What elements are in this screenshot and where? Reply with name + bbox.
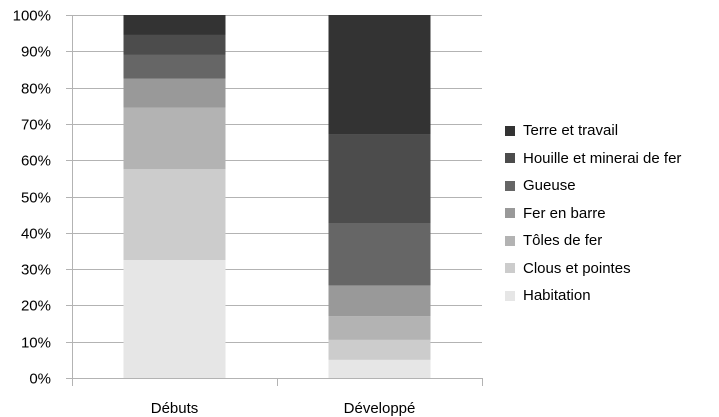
y-tick-label: 100% bbox=[13, 8, 51, 25]
x-category-label: Débuts bbox=[151, 400, 199, 417]
legend-item: Tôles de fer bbox=[505, 227, 681, 255]
legend-swatch bbox=[505, 180, 515, 191]
legend-item: Clous et pointes bbox=[505, 255, 681, 283]
y-tick-label: 70% bbox=[21, 117, 51, 134]
legend-label: Clous et pointes bbox=[523, 259, 631, 277]
y-tick-label: 30% bbox=[21, 262, 51, 279]
legend-label: Gueuse bbox=[523, 177, 576, 195]
legend-swatch bbox=[505, 208, 515, 219]
bar-segment bbox=[328, 15, 431, 135]
y-tick-label: 90% bbox=[21, 44, 51, 61]
legend-label: Terre et travail bbox=[523, 122, 619, 140]
y-tick-label: 40% bbox=[21, 226, 51, 243]
legend-label: Fer en barre bbox=[523, 204, 606, 222]
y-tick-label: 20% bbox=[21, 298, 51, 315]
bar-segment bbox=[123, 15, 226, 35]
legend-label: Tôles de fer bbox=[523, 232, 603, 250]
bar-segment bbox=[328, 316, 431, 340]
bar-segment bbox=[328, 285, 431, 317]
legend-swatch bbox=[505, 290, 515, 301]
bar-segment bbox=[123, 169, 226, 261]
legend-item: Terre et travail bbox=[505, 117, 681, 145]
legend: Terre et travail Houille et minerai de fe… bbox=[505, 117, 681, 310]
legend-swatch bbox=[505, 125, 515, 136]
y-tick-label: 10% bbox=[21, 335, 51, 352]
legend-item: Gueuse bbox=[505, 172, 681, 200]
bar-segment bbox=[123, 107, 226, 170]
legend-item: Fer en barre bbox=[505, 200, 681, 228]
bar-segment bbox=[123, 34, 226, 55]
x-category-label: Développé bbox=[344, 400, 416, 417]
legend-item: Houille et minerai de fer bbox=[505, 145, 681, 173]
y-tick-label: 0% bbox=[29, 371, 51, 388]
bar-segment bbox=[328, 134, 431, 224]
axis-labels: 0% 10% 20% 30% 40% 50% 60% 70% 80% 90% 100% Débuts D… bbox=[13, 8, 416, 417]
legend-swatch bbox=[505, 263, 515, 274]
bar-segment bbox=[123, 260, 226, 378]
legend-swatch bbox=[505, 235, 515, 246]
axes bbox=[72, 15, 483, 386]
bar-segment bbox=[328, 223, 431, 286]
bar-segment bbox=[328, 339, 431, 360]
legend-item: Habitation bbox=[505, 282, 681, 310]
y-tick-label: 50% bbox=[21, 190, 51, 207]
bar-segment bbox=[123, 54, 226, 79]
bars bbox=[123, 15, 431, 378]
y-tick-label: 60% bbox=[21, 153, 51, 170]
bar-segment bbox=[123, 78, 226, 108]
y-tick-label: 80% bbox=[21, 81, 51, 98]
legend-label: Habitation bbox=[523, 287, 591, 305]
legend-label: Houille et minerai de fer bbox=[523, 149, 682, 167]
bar-segment bbox=[328, 359, 431, 378]
legend-swatch bbox=[505, 153, 515, 164]
